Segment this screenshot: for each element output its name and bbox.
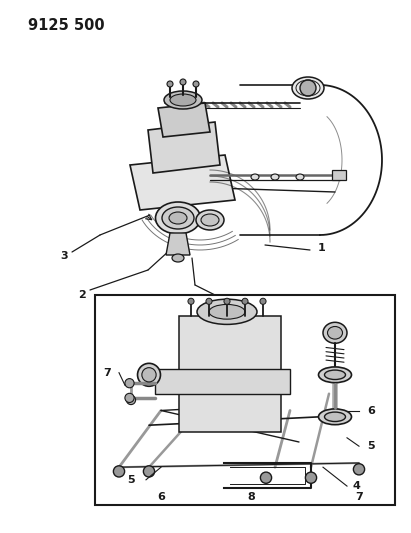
Ellipse shape — [319, 367, 351, 383]
Ellipse shape — [328, 327, 342, 339]
Bar — [95, 295, 395, 505]
Circle shape — [180, 79, 186, 85]
Text: 4: 4 — [352, 481, 360, 491]
Circle shape — [188, 298, 194, 304]
Polygon shape — [158, 103, 210, 137]
Circle shape — [242, 298, 248, 304]
Ellipse shape — [296, 174, 304, 180]
Ellipse shape — [209, 304, 245, 319]
Text: 7: 7 — [355, 491, 363, 502]
Ellipse shape — [201, 214, 219, 226]
Circle shape — [300, 80, 316, 96]
Polygon shape — [130, 155, 235, 210]
Circle shape — [206, 298, 212, 304]
Text: 8: 8 — [247, 491, 255, 502]
Ellipse shape — [325, 370, 346, 379]
Circle shape — [224, 298, 230, 304]
Text: 5: 5 — [127, 475, 135, 485]
Ellipse shape — [292, 77, 324, 99]
Bar — [179, 316, 281, 432]
Circle shape — [261, 472, 272, 483]
Ellipse shape — [251, 174, 259, 180]
Ellipse shape — [319, 409, 351, 425]
Text: 2: 2 — [78, 290, 86, 300]
Ellipse shape — [169, 212, 187, 224]
Text: 7: 7 — [103, 368, 111, 378]
Bar — [155, 368, 290, 394]
Bar — [332, 170, 346, 180]
Text: 6: 6 — [157, 491, 165, 502]
Ellipse shape — [172, 254, 184, 262]
Circle shape — [138, 364, 160, 386]
Text: 9125 500: 9125 500 — [28, 18, 105, 33]
Ellipse shape — [197, 299, 257, 325]
Ellipse shape — [271, 174, 279, 180]
Circle shape — [193, 81, 199, 87]
Text: 6: 6 — [367, 406, 375, 416]
Circle shape — [167, 81, 173, 87]
Text: 1: 1 — [318, 243, 326, 253]
Ellipse shape — [162, 207, 194, 229]
Ellipse shape — [323, 322, 347, 343]
Circle shape — [127, 395, 136, 405]
Ellipse shape — [170, 94, 196, 106]
Polygon shape — [166, 233, 190, 255]
Circle shape — [143, 466, 155, 477]
Ellipse shape — [325, 412, 346, 422]
Ellipse shape — [155, 202, 201, 234]
Ellipse shape — [196, 210, 224, 230]
Text: 3: 3 — [60, 251, 68, 261]
Circle shape — [125, 378, 134, 388]
Circle shape — [125, 393, 134, 402]
Circle shape — [142, 368, 156, 382]
Circle shape — [113, 466, 125, 477]
Circle shape — [260, 298, 266, 304]
Text: 5: 5 — [367, 441, 375, 451]
Circle shape — [305, 472, 316, 483]
Polygon shape — [148, 122, 220, 173]
Circle shape — [353, 464, 365, 475]
Ellipse shape — [164, 91, 202, 109]
